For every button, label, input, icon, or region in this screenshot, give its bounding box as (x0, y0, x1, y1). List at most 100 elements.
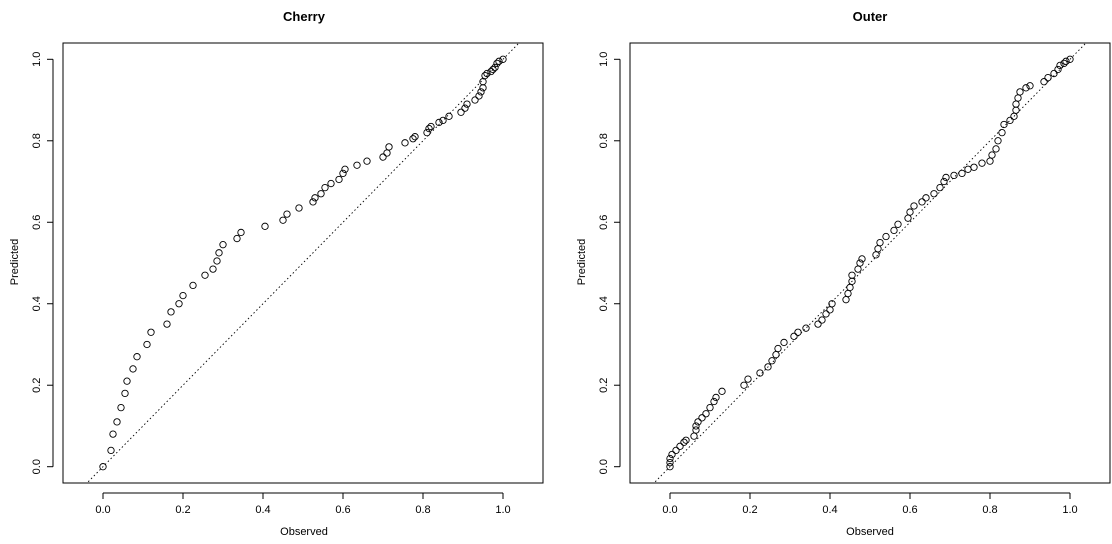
data-point (1014, 94, 1022, 102)
data-point (309, 198, 317, 206)
data-point (848, 271, 856, 279)
data-point (379, 153, 387, 161)
data-point (780, 338, 788, 347)
data-point (219, 241, 227, 249)
data-point (261, 222, 269, 230)
panel-outer: Outer Observed Predicted 0.0 0.2 0.4 0.6 0.8… (576, 9, 1111, 538)
data-point (423, 128, 431, 137)
data-point (672, 446, 680, 455)
data-point (876, 238, 884, 247)
data-point (493, 59, 501, 68)
data-point (1012, 106, 1020, 114)
data-point (189, 281, 197, 290)
data-point (117, 403, 125, 412)
data-point (940, 177, 948, 186)
data-point (317, 190, 325, 198)
data-point (690, 432, 698, 440)
chart-title: Outer (853, 9, 888, 24)
data-point (988, 151, 996, 159)
y-tick-label: 1.0 (598, 52, 610, 67)
data-point (918, 198, 926, 206)
data-point (666, 463, 674, 471)
x-tick-label: 0.4 (255, 504, 270, 516)
y-tick-label: 0.8 (598, 133, 610, 148)
data-point (978, 159, 986, 167)
data-point (992, 145, 1000, 153)
data-point (487, 67, 495, 76)
data-point (363, 157, 371, 165)
y-tick-label: 0.8 (31, 133, 43, 148)
data-point (676, 442, 684, 450)
data-point (99, 463, 107, 471)
reference-line-identity (86, 43, 520, 483)
data-point (489, 65, 497, 74)
data-point (744, 375, 752, 383)
data-point (439, 116, 447, 125)
data-point (822, 310, 830, 318)
x-axis-label: Observed (280, 526, 328, 538)
data-point (890, 226, 898, 235)
data-point (425, 124, 433, 133)
data-point (910, 202, 918, 210)
data-point (874, 245, 882, 253)
data-point (147, 328, 155, 336)
data-point (710, 397, 718, 406)
data-point (740, 381, 748, 389)
data-point (936, 183, 944, 192)
data-point (1040, 78, 1048, 86)
data-point (327, 179, 335, 188)
y-tick-label: 0.6 (31, 215, 43, 230)
plot-frame (629, 42, 1111, 484)
data-point (666, 454, 674, 463)
data-point (471, 96, 479, 104)
data-point (479, 84, 487, 92)
data-point (341, 165, 349, 173)
data-point (483, 69, 491, 78)
data-point (143, 340, 151, 349)
data-point (167, 308, 175, 316)
data-point (495, 57, 503, 65)
x-tick-label: 0.6 (902, 504, 917, 516)
data-point (475, 92, 483, 100)
x-tick-label: 0.2 (742, 504, 757, 516)
data-point (1050, 69, 1058, 78)
data-point (986, 157, 994, 165)
data-point (279, 216, 287, 224)
data-point (133, 353, 141, 361)
panel-cherry: Cherry Observed Predicted 0.0 0.2 0.4 0.6 0.… (9, 9, 544, 538)
data-point (445, 112, 453, 120)
x-tick-label: 0.4 (822, 504, 837, 516)
x-tick-label: 0.8 (415, 504, 430, 516)
data-point (774, 344, 782, 353)
data-point (790, 332, 798, 340)
data-point (680, 438, 688, 446)
x-tick-label: 1.0 (495, 504, 510, 516)
data-point (706, 403, 714, 412)
x-tick-label: 0.0 (95, 504, 110, 516)
data-point (339, 169, 347, 178)
y-tick-label: 0.2 (598, 378, 610, 393)
data-point (179, 291, 187, 300)
data-point (1054, 65, 1062, 74)
data-point (409, 135, 417, 143)
data-point (802, 324, 810, 332)
data-point (237, 228, 245, 237)
data-point (411, 133, 419, 141)
data-point (882, 232, 890, 241)
data-point (109, 430, 117, 438)
data-point (213, 257, 221, 265)
data-point (383, 149, 391, 157)
data-point (461, 104, 469, 112)
data-point (872, 251, 880, 259)
data-point (335, 175, 343, 184)
data-point (718, 387, 726, 395)
data-point (858, 255, 866, 263)
data-point (1056, 61, 1064, 70)
data-point (1062, 57, 1070, 65)
data-point (283, 210, 291, 218)
data-point (856, 259, 864, 267)
data-point (353, 161, 361, 169)
data-point (457, 108, 465, 116)
data-point (1060, 59, 1068, 68)
